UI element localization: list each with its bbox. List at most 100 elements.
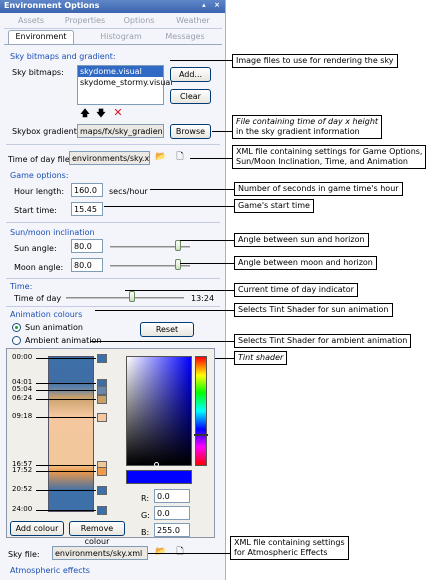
keyframe-time-label: 20:52 <box>12 485 33 493</box>
hour-length-unit: secs/hour <box>109 187 148 196</box>
tab-assets[interactable]: Assets <box>17 16 45 25</box>
window-titlebar: Environment Options ▴ × <box>0 0 225 13</box>
sky-bitmap-item[interactable]: skydome.visual <box>78 66 163 77</box>
sun-animation-radio[interactable] <box>12 323 21 332</box>
browse-gradient-button[interactable]: Browse <box>170 124 211 139</box>
inclination-divider <box>6 278 220 279</box>
callout-time-indicator: Current time of day indicator <box>234 283 358 297</box>
moon-angle-slider-thumb[interactable] <box>175 259 181 270</box>
hour-length-label: Hour length: <box>14 187 65 196</box>
move-down-icon[interactable]: 🡇 <box>96 109 106 119</box>
tab-environment[interactable]: Environment <box>8 30 74 44</box>
sky-bitmaps-label: Sky bitmaps: <box>12 68 64 77</box>
picker-cursor[interactable] <box>154 462 159 467</box>
tab-weather[interactable]: Weather <box>176 16 210 25</box>
open-folder-icon[interactable]: 📂 <box>155 152 167 162</box>
ambient-animation-radio[interactable] <box>12 336 21 345</box>
green-input[interactable]: 0.0 <box>154 506 190 520</box>
time-of-day-file-field[interactable]: environments/sky.xml <box>69 151 150 165</box>
new-file-icon[interactable]: 🗋 <box>176 152 184 162</box>
callout-leader <box>212 131 232 132</box>
clear-bitmaps-button[interactable]: Clear <box>170 89 211 104</box>
keyframe-color-swatch[interactable] <box>97 395 107 404</box>
tint-gradient-bar[interactable] <box>48 356 94 512</box>
sky-file-label: Sky file: <box>8 550 40 559</box>
move-up-icon[interactable]: 🡅 <box>80 109 90 119</box>
callout-leader <box>104 206 234 207</box>
keyframe-time-label: 00:00 <box>12 353 33 361</box>
keyframe-marker-line[interactable] <box>36 358 96 359</box>
start-time-label: Start time: <box>14 206 57 215</box>
keyframe-marker-line[interactable] <box>36 510 96 511</box>
moon-angle-input[interactable]: 80.0 <box>71 258 103 272</box>
time-of-day-slider-track[interactable] <box>66 297 184 299</box>
sun-angle-input[interactable]: 80.0 <box>71 239 103 253</box>
blue-label: B: <box>141 528 150 537</box>
callout-gradient-line1: File containing time of day x height <box>236 117 379 126</box>
callout-leader <box>90 341 234 342</box>
keyframe-time-label: 17:52 <box>12 466 33 474</box>
keyframe-color-swatch[interactable] <box>97 413 107 422</box>
skybox-gradient-field[interactable]: maps/fx/sky_gradient.t <box>77 124 164 138</box>
hue-slider[interactable] <box>195 356 207 466</box>
window-control-icons[interactable]: ▴ × <box>202 1 223 9</box>
animation-title: Animation colours <box>10 310 83 319</box>
hue-marker[interactable] <box>194 434 208 436</box>
keyframe-marker-line[interactable] <box>36 383 96 384</box>
tab-options[interactable]: Options <box>123 16 155 25</box>
moon-angle-slider-track[interactable] <box>110 265 190 267</box>
time-of-day-slider-thumb[interactable] <box>129 291 136 302</box>
tab-messages[interactable]: Messages <box>165 32 205 41</box>
tab-histogram[interactable]: Histogram <box>100 32 142 41</box>
hour-length-input[interactable]: 160.0 <box>71 183 103 197</box>
start-time-input[interactable]: 15.45 <box>71 202 103 216</box>
callout-gradient: File containing time of day x height in … <box>232 115 383 139</box>
atmospheric-effects-title: Atmospheric effects <box>10 566 90 575</box>
game-options-divider <box>6 222 220 223</box>
time-of-day-label: Time of day <box>14 294 62 303</box>
callout-leader <box>215 358 234 359</box>
window-title: Environment Options <box>4 1 100 10</box>
blue-input[interactable]: 255.0 <box>154 523 190 537</box>
time-divider <box>6 306 220 307</box>
keyframe-color-swatch[interactable] <box>97 486 107 495</box>
keyframe-color-swatch[interactable] <box>97 386 107 395</box>
sun-angle-slider-thumb[interactable] <box>175 240 181 251</box>
keyframe-marker-line[interactable] <box>36 399 96 400</box>
saturation-value-picker[interactable] <box>126 356 192 466</box>
add-colour-button[interactable]: Add colour <box>10 521 64 536</box>
keyframe-color-swatch[interactable] <box>97 467 107 476</box>
keyframe-color-swatch[interactable] <box>97 506 107 515</box>
keyframe-color-swatch[interactable] <box>97 354 107 363</box>
callout-leader <box>190 158 232 159</box>
sun-animation-label: Sun animation <box>25 323 83 332</box>
keyframe-time-label: 24:00 <box>12 505 33 513</box>
keyframe-marker-line[interactable] <box>36 471 96 472</box>
callout-start-time: Game's start time <box>234 199 314 213</box>
sky-bitmap-item[interactable]: skydome_stormy.visual <box>80 78 173 87</box>
callout-xml-line1: XML file containing settings for Game Op… <box>236 147 423 156</box>
sun-angle-slider-track[interactable] <box>110 246 190 248</box>
inclination-title: Sun/moon inclination <box>10 228 95 237</box>
tab-properties[interactable]: Properties <box>64 16 106 25</box>
red-input[interactable]: 0.0 <box>154 489 190 503</box>
sky-file-field[interactable]: environments/sky.xml <box>52 546 148 560</box>
red-label: R: <box>141 494 150 503</box>
keyframe-marker-line[interactable] <box>36 465 96 466</box>
sky-file-new-file-icon[interactable]: 🗋 <box>176 547 184 557</box>
callout-atmospheric-line2: for Atmospheric Effects <box>234 548 328 557</box>
callout-leader <box>95 310 234 311</box>
delete-bitmap-icon[interactable]: ✕ <box>113 106 123 119</box>
callout-atmospheric: XML file containing settings for Atmosph… <box>230 536 349 560</box>
remove-colour-button[interactable]: Remove colour <box>69 521 125 546</box>
reset-button[interactable]: Reset <box>140 322 194 337</box>
skybox-gradient-label: Skybox gradient: <box>12 127 80 136</box>
sky-file-open-folder-icon[interactable]: 📂 <box>155 547 167 557</box>
add-bitmap-button[interactable]: Add... <box>170 67 211 82</box>
sky-bitmaps-list[interactable]: skydome.visual skydome_stormy.visual <box>77 65 173 105</box>
selected-color-swatch <box>126 470 192 484</box>
keyframe-marker-line[interactable] <box>36 417 96 418</box>
keyframe-marker-line[interactable] <box>36 490 96 491</box>
sky-section-divider <box>6 144 220 145</box>
keyframe-marker-line[interactable] <box>36 390 96 391</box>
